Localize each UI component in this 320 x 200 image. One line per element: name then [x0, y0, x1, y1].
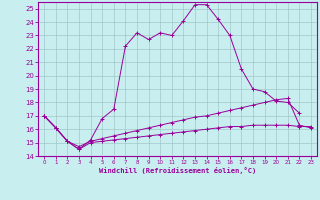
X-axis label: Windchill (Refroidissement éolien,°C): Windchill (Refroidissement éolien,°C): [99, 167, 256, 174]
